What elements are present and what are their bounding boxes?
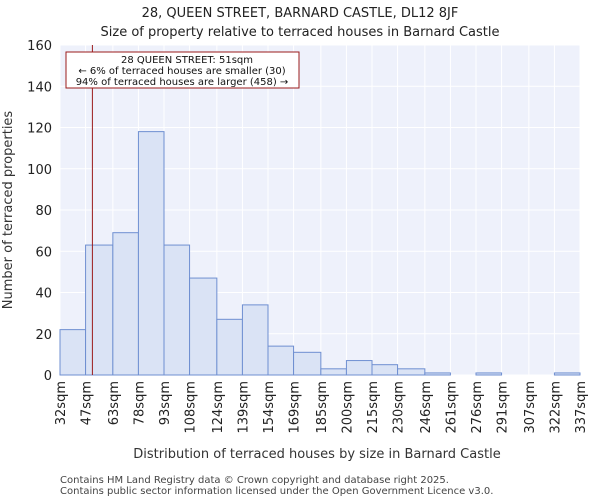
histogram-bar [267, 345, 295, 376]
x-tick-label: 185sqm [315, 381, 330, 434]
y-tick-label: 40 [35, 287, 52, 302]
histogram-bar [397, 368, 426, 376]
y-tick-label: 120 [27, 122, 52, 137]
y-tick-label: 20 [35, 328, 52, 343]
y-tick-label: 100 [27, 163, 52, 178]
annotation-line1: 28 QUEEN STREET: 51sqm [121, 55, 253, 66]
histogram-bar [371, 364, 399, 376]
x-tick-label: 154sqm [262, 381, 277, 434]
histogram-bar [112, 232, 139, 376]
histogram-bar [163, 244, 191, 376]
x-tick-label: 63sqm [107, 381, 122, 425]
histogram-bar [189, 277, 218, 376]
x-axis-label: Distribution of terraced houses by size … [133, 447, 500, 462]
footer-line2: Contains public sector information licen… [60, 486, 493, 497]
footer-line1: Contains HM Land Registry data © Crown c… [60, 475, 449, 486]
chart-title-line2: Size of property relative to terraced ho… [101, 25, 500, 40]
histogram-bar [137, 131, 165, 376]
x-tick-label: 307sqm [523, 381, 538, 434]
x-tick-label: 337sqm [574, 381, 589, 434]
y-axis-label: Number of terraced properties [1, 111, 16, 310]
histogram-bar [553, 372, 581, 376]
y-tick-label: 160 [27, 39, 52, 54]
histogram-bar [475, 372, 503, 376]
x-tick-label: 261sqm [444, 381, 459, 434]
x-tick-label: 139sqm [236, 381, 251, 434]
bars [59, 131, 581, 376]
histogram-bar [320, 368, 347, 376]
x-tick-label: 169sqm [288, 381, 303, 434]
y-tick-label: 140 [27, 80, 52, 95]
x-tick-label: 93sqm [158, 381, 173, 425]
x-tick-label: 200sqm [340, 381, 355, 434]
histogram-bar [293, 351, 322, 376]
histogram-bar [424, 372, 451, 376]
histogram-bar [59, 329, 87, 376]
x-axis-ticks: 32sqm 47sqm 63sqm 78sqm 93sqm 108sqm 124sqm 139… [54, 381, 589, 434]
x-tick-label: 108sqm [184, 381, 199, 434]
histogram-bar [345, 360, 373, 376]
x-tick-label: 215sqm [366, 381, 381, 434]
x-tick-label: 32sqm [54, 381, 69, 425]
annotation-line2: ← 6% of terraced houses are smaller (30) [78, 66, 285, 77]
histogram-bar [241, 304, 269, 376]
y-tick-label: 80 [35, 204, 52, 219]
y-tick-label: 0 [44, 369, 52, 384]
annotation-line3: 94% of terraced houses are larger (458) … [76, 77, 289, 88]
annotation-box: 28 QUEEN STREET: 51sqm ← 6% of terraced … [65, 51, 300, 89]
x-tick-label: 276sqm [470, 381, 485, 434]
x-tick-label: 124sqm [211, 381, 226, 434]
x-tick-label: 291sqm [496, 381, 511, 434]
x-tick-label: 47sqm [80, 381, 95, 425]
chart-title-line1: 28, QUEEN STREET, BARNARD CASTLE, DL12 8… [142, 6, 459, 21]
y-axis-ticks: 0 20 40 60 80 100 120 140 160 [27, 39, 52, 384]
x-tick-label: 322sqm [548, 381, 563, 434]
x-tick-label: 230sqm [392, 381, 407, 434]
x-tick-label: 246sqm [419, 381, 434, 434]
histogram-bar [85, 244, 114, 376]
histogram-bar [216, 318, 243, 376]
y-tick-label: 60 [35, 245, 52, 260]
x-tick-label: 78sqm [132, 381, 147, 425]
